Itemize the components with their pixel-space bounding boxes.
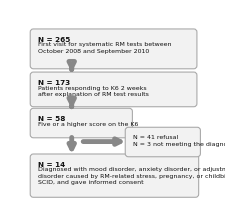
Text: Five or a higher score on the K6: Five or a higher score on the K6 [38, 122, 138, 127]
Text: N = 14: N = 14 [38, 162, 65, 168]
FancyBboxPatch shape [30, 154, 199, 197]
Text: First visit for systematic RM tests between
October 2008 and September 2010: First visit for systematic RM tests betw… [38, 42, 171, 54]
FancyBboxPatch shape [125, 127, 200, 157]
Text: N = 265: N = 265 [38, 37, 70, 43]
Text: N = 41 refusal
N = 3 not meeting the diagnostic criteria: N = 41 refusal N = 3 not meeting the dia… [133, 135, 225, 147]
Text: Diagnosed with mood disorder, anxiety disorder, or adjustment
disorder caused by: Diagnosed with mood disorder, anxiety di… [38, 168, 225, 185]
Text: N = 173: N = 173 [38, 80, 70, 86]
Text: Patients responding to K6 2 weeks
after explanation of RM test results: Patients responding to K6 2 weeks after … [38, 86, 148, 97]
FancyBboxPatch shape [30, 72, 197, 107]
FancyBboxPatch shape [30, 29, 197, 69]
FancyBboxPatch shape [30, 108, 132, 138]
Text: N = 58: N = 58 [38, 116, 65, 122]
